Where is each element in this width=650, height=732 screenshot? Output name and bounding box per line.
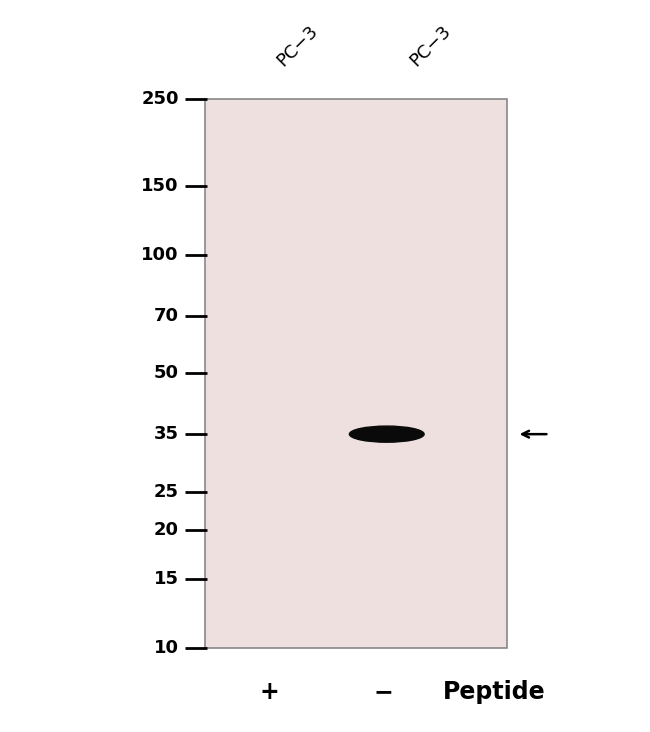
- Text: 250: 250: [141, 90, 179, 108]
- Text: 35: 35: [154, 425, 179, 443]
- Text: 10: 10: [154, 639, 179, 657]
- Text: Peptide: Peptide: [443, 680, 545, 703]
- Text: 50: 50: [154, 365, 179, 382]
- Text: 25: 25: [154, 482, 179, 501]
- Text: 150: 150: [141, 177, 179, 195]
- Bar: [205, 99, 507, 648]
- Text: −: −: [374, 680, 393, 703]
- Ellipse shape: [350, 426, 424, 442]
- Text: 100: 100: [141, 246, 179, 264]
- Text: +: +: [260, 680, 280, 703]
- Text: 20: 20: [154, 520, 179, 539]
- Text: 15: 15: [154, 569, 179, 588]
- Text: 70: 70: [154, 307, 179, 325]
- Text: PC−3: PC−3: [273, 21, 321, 70]
- Text: PC−3: PC−3: [406, 21, 454, 70]
